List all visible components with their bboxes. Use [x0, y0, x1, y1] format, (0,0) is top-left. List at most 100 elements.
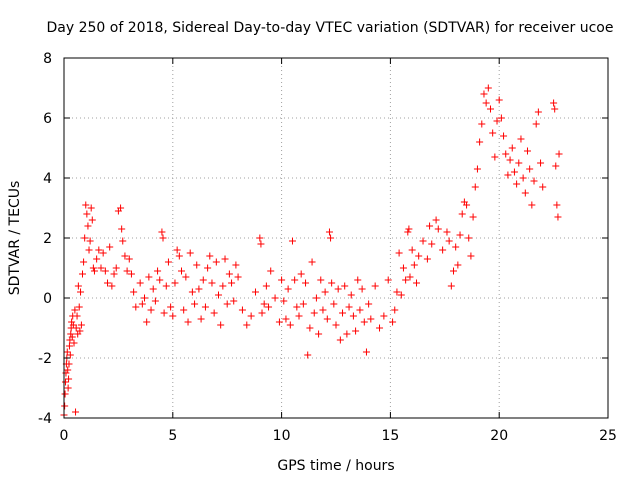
data-point [84, 222, 92, 230]
data-point [76, 327, 84, 335]
data-point [327, 234, 335, 242]
data-point [371, 282, 379, 290]
data-point [169, 312, 177, 320]
data-point [534, 108, 542, 116]
data-point [493, 117, 501, 125]
data-point [304, 351, 312, 359]
data-point [343, 330, 351, 338]
data-point [310, 309, 318, 317]
data-point [360, 318, 368, 326]
data-point [405, 225, 413, 233]
data-point [513, 180, 521, 188]
data-point [347, 291, 355, 299]
data-point [282, 315, 290, 323]
data-point [138, 300, 146, 308]
data-point [61, 402, 69, 410]
data-point [82, 201, 90, 209]
data-point [489, 129, 497, 137]
data-point [182, 273, 190, 281]
data-point [81, 234, 89, 242]
data-point [323, 315, 331, 323]
data-point [291, 276, 299, 284]
y-tick-label: -2 [38, 351, 52, 367]
data-point [517, 135, 525, 143]
data-point [384, 276, 392, 284]
y-axis-ticks: -4 -2 0 2 4 6 8 [38, 51, 608, 427]
data-point [502, 150, 510, 158]
data-point [156, 276, 164, 284]
data-point [526, 165, 534, 173]
data-point [500, 132, 508, 140]
data-points [60, 84, 563, 419]
data-point [184, 318, 192, 326]
data-point [64, 366, 72, 374]
data-point [173, 246, 181, 254]
data-point [86, 237, 94, 245]
data-point [208, 279, 216, 287]
data-point [141, 294, 149, 302]
data-point [280, 297, 288, 305]
data-point [476, 138, 484, 146]
data-point [519, 174, 527, 182]
data-point [456, 231, 464, 239]
data-point [223, 300, 231, 308]
data-point [432, 216, 440, 224]
y-axis-label: SDTVAR / TECUs [7, 181, 23, 296]
data-point [439, 246, 447, 254]
data-point [188, 288, 196, 296]
data-point [319, 306, 327, 314]
data-point [284, 285, 292, 293]
data-point [341, 282, 349, 290]
data-point [75, 303, 83, 311]
data-point [321, 288, 329, 296]
x-tick-label: 0 [60, 428, 69, 444]
data-point [178, 267, 186, 275]
data-point [473, 165, 481, 173]
y-tick-label: -4 [38, 411, 52, 427]
data-point [90, 267, 98, 275]
data-point [508, 144, 516, 152]
data-point [175, 252, 183, 260]
data-point [117, 204, 125, 212]
data-point [465, 234, 473, 242]
data-point [491, 153, 499, 161]
data-point [551, 105, 559, 113]
data-point [197, 315, 205, 323]
data-point [262, 282, 270, 290]
data-point [108, 282, 116, 290]
data-point [234, 273, 242, 281]
data-point [395, 249, 403, 257]
data-point [232, 261, 240, 269]
data-point [95, 246, 103, 254]
data-point [62, 378, 70, 386]
data-point [186, 249, 194, 257]
data-point [402, 276, 410, 284]
data-point [68, 333, 76, 341]
data-point [78, 270, 86, 278]
data-point [471, 183, 479, 191]
data-point [147, 306, 155, 314]
data-point [271, 294, 279, 302]
data-point [93, 255, 101, 263]
data-point [159, 234, 167, 242]
data-point [532, 120, 540, 128]
data-point [443, 228, 451, 236]
data-point [523, 147, 531, 155]
data-point [214, 291, 222, 299]
data-point [101, 267, 109, 275]
data-point [228, 279, 236, 287]
data-point [149, 285, 157, 293]
data-point [73, 312, 81, 320]
data-point [302, 279, 310, 287]
grid-lines [64, 58, 608, 418]
data-point [151, 297, 159, 305]
data-point [167, 303, 175, 311]
data-point [504, 171, 512, 179]
data-point [206, 252, 214, 260]
data-point [99, 249, 107, 257]
data-point [495, 96, 503, 104]
data-point [330, 300, 338, 308]
data-point [397, 291, 405, 299]
data-point [136, 279, 144, 287]
data-point [352, 327, 360, 335]
